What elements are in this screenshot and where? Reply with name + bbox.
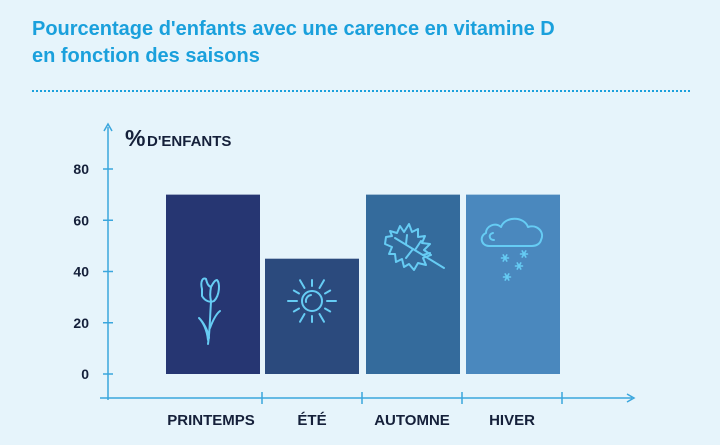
x-tick-label: HIVER (489, 412, 535, 429)
chart-title: Pourcentage d'enfants avec une carence e… (32, 16, 712, 70)
y-tick-label: 60 (73, 212, 89, 228)
snowflake-icon (519, 250, 529, 258)
maple-leaf-icon (384, 223, 445, 271)
sun-icon (287, 279, 337, 323)
chart-title-line-2: en fonction des saisons (32, 45, 260, 67)
snowflake-icon (500, 254, 510, 262)
y-axis-label: D'ENFANTS (147, 133, 231, 150)
chart-labels: 0 20 40 60 80 PRINTEMPS ÉTÉ AUTOMNE HIVER (73, 161, 535, 429)
bar-maple-leaf (366, 194, 460, 374)
bar-cloud-snow (466, 194, 560, 374)
title-divider (32, 90, 690, 92)
snowflake-icon (514, 262, 524, 270)
chart-bars (166, 194, 560, 374)
x-tick-label: PRINTEMPS (167, 412, 255, 429)
x-tick-label: ÉTÉ (297, 412, 326, 429)
y-axis-label-symbol: % (125, 125, 145, 151)
y-axis-arrow (103, 122, 113, 132)
snowflake-icon (502, 273, 512, 281)
y-tick-label: 80 (73, 161, 89, 177)
x-tick-label: AUTOMNE (374, 412, 450, 429)
tulip-icon (198, 277, 221, 345)
y-tick-label: 20 (73, 315, 89, 331)
chart-icons (198, 217, 543, 345)
cloud-snow-icon (480, 217, 543, 281)
chart-axes (100, 122, 636, 404)
chart-title-line-1: Pourcentage d'enfants avec une carence e… (32, 18, 555, 40)
x-axis-arrow (626, 393, 636, 403)
y-tick-label: 0 (81, 366, 89, 382)
y-tick-label: 40 (73, 264, 89, 280)
